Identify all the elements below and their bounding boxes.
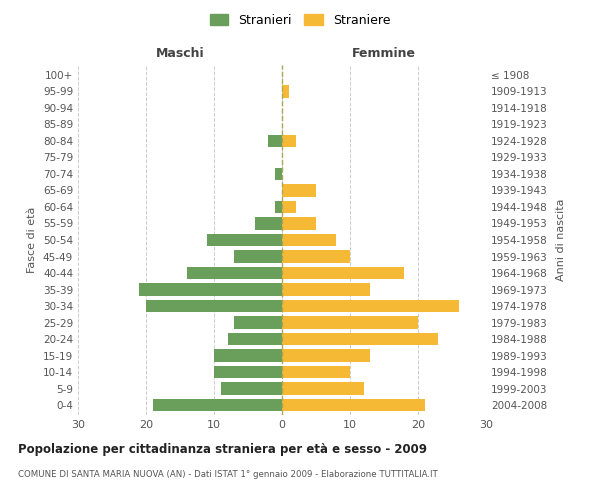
Y-axis label: Fasce di età: Fasce di età <box>28 207 37 273</box>
Text: COMUNE DI SANTA MARIA NUOVA (AN) - Dati ISTAT 1° gennaio 2009 - Elaborazione TUT: COMUNE DI SANTA MARIA NUOVA (AN) - Dati … <box>18 470 438 479</box>
Legend: Stranieri, Straniere: Stranieri, Straniere <box>205 8 395 32</box>
Bar <box>214 350 282 362</box>
Bar <box>268 135 282 147</box>
Bar <box>275 168 282 180</box>
Bar <box>255 218 282 230</box>
Bar <box>139 284 282 296</box>
Bar <box>282 201 296 213</box>
Bar <box>282 300 459 312</box>
Bar <box>282 184 316 196</box>
Bar <box>282 316 418 328</box>
Bar <box>282 85 289 98</box>
Text: Maschi: Maschi <box>155 47 205 60</box>
Bar <box>282 267 404 279</box>
Bar <box>235 250 282 262</box>
Bar <box>282 135 296 147</box>
Bar <box>235 316 282 328</box>
Bar <box>282 382 364 395</box>
Bar <box>221 382 282 395</box>
Text: Popolazione per cittadinanza straniera per età e sesso - 2009: Popolazione per cittadinanza straniera p… <box>18 442 427 456</box>
Bar <box>214 366 282 378</box>
Bar <box>282 284 370 296</box>
Bar <box>282 250 350 262</box>
Bar <box>282 333 439 345</box>
Bar <box>282 399 425 411</box>
Bar <box>187 267 282 279</box>
Bar <box>282 350 370 362</box>
Bar <box>153 399 282 411</box>
Bar <box>207 234 282 246</box>
Y-axis label: Anni di nascita: Anni di nascita <box>556 198 566 281</box>
Bar <box>275 201 282 213</box>
Bar <box>282 234 337 246</box>
Bar <box>282 218 316 230</box>
Bar <box>282 366 350 378</box>
Bar <box>146 300 282 312</box>
Bar <box>227 333 282 345</box>
Text: Femmine: Femmine <box>352 47 416 60</box>
